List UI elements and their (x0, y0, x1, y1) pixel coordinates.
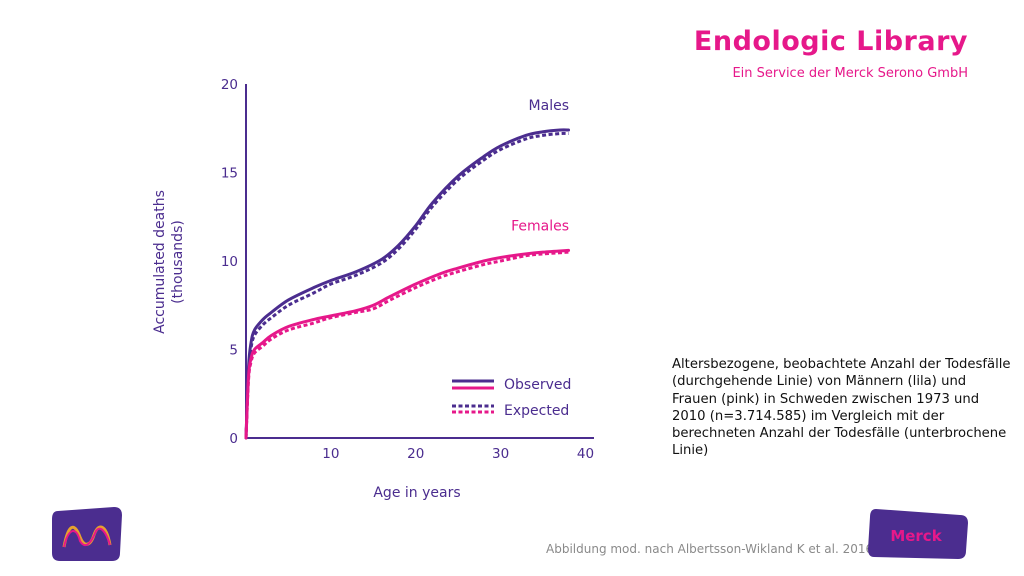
brand-subtitle: Ein Service der Merck Serono GmbH (732, 66, 968, 81)
chart-axes: 0 5 10 15 20 10 20 30 40 Age in years Accumulated … (152, 77, 594, 501)
series-females-observed (244, 248, 571, 440)
series-males-expected (244, 131, 569, 439)
brand-title: Endologic Library (693, 26, 968, 57)
series-label-females: Females (511, 218, 569, 234)
y-tick-label: 15 (221, 166, 238, 182)
y-axis-title: Accumulated deaths (thousands) (152, 190, 186, 334)
x-tick-label: 40 (577, 446, 594, 462)
x-tick-label: 30 (492, 446, 509, 462)
legend-observed-label: Observed (504, 377, 571, 393)
y-tick-label: 20 (221, 77, 238, 93)
merck-logo-text: Merck (890, 527, 942, 545)
y-tick-label: 10 (221, 254, 238, 270)
chart-legend: Observed Expected (452, 377, 571, 419)
chart-lines (244, 128, 571, 440)
legend-expected-label: Expected (504, 403, 569, 419)
y-tick-label: 5 (229, 343, 238, 359)
series-males-observed (244, 128, 571, 440)
series-females-expected (244, 250, 569, 439)
x-tick-label: 10 (322, 446, 339, 462)
figure-caption: Altersbezogene, beobachtete Anzahl der T… (672, 357, 1011, 459)
series-label-males: Males (529, 98, 569, 114)
merck-m-icon (52, 507, 122, 561)
merck-logo: Merck (868, 509, 968, 559)
y-tick-label: 0 (229, 431, 238, 447)
x-axis-title: Age in years (373, 485, 460, 501)
chart-labels: Males Females (511, 98, 569, 234)
x-tick-label: 20 (407, 446, 424, 462)
source-citation: Abbildung mod. nach Albertsson-Wikland K… (546, 542, 874, 556)
